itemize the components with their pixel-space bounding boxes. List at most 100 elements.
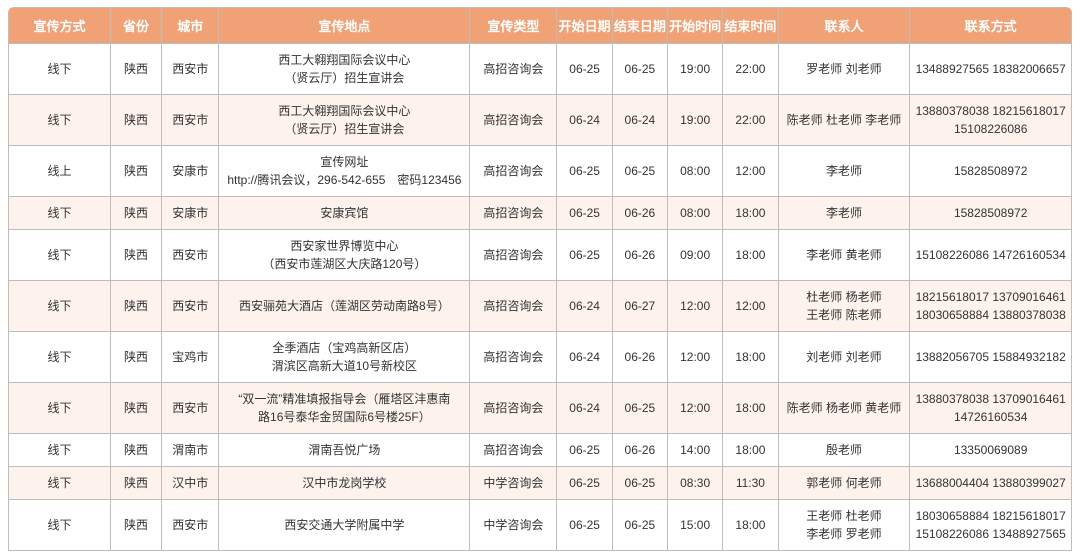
cell-start-time: 12:00 xyxy=(667,382,724,434)
cell-type: 高招咨询会 xyxy=(469,433,558,467)
column-header-contact: 联系人 xyxy=(777,7,911,44)
cell-phone: 15828508972 xyxy=(909,196,1072,230)
cell-phone: 13350069089 xyxy=(909,433,1072,467)
header-row: 宣传方式 省份 城市 宣传地点 宣传类型 开始日期 结束日期 开始时间 结束时间 联系人 联系方式 xyxy=(8,7,1072,44)
cell-start-time: 08:00 xyxy=(667,145,724,197)
cell-contact: 王老师 杜老师 李老师 罗老师 xyxy=(777,499,911,551)
cell-start-date: 06-25 xyxy=(556,229,613,281)
cell-end-time: 18:00 xyxy=(722,229,779,281)
cell-start-date: 06-24 xyxy=(556,280,613,332)
cell-start-date: 06-25 xyxy=(556,499,613,551)
promotion-schedule-table: 宣传方式 省份 城市 宣传地点 宣传类型 开始日期 结束日期 开始时间 结束时间 联系人 联系方式 … xyxy=(8,7,1072,551)
cell-contact: 李老师 xyxy=(777,196,911,230)
cell-start-time: 09:00 xyxy=(667,229,724,281)
cell-city: 安康市 xyxy=(161,145,220,197)
cell-start-date: 06-24 xyxy=(556,331,613,383)
column-header-end-time: 结束时间 xyxy=(722,7,779,44)
cell-start-date: 06-25 xyxy=(556,43,613,95)
cell-start-date: 06-25 xyxy=(556,145,613,197)
table-row: 线下 陕西 宝鸡市 全季酒店（宝鸡高新区店） 渭滨区高新大道10号新校区 高招咨询会 06… xyxy=(8,331,1072,383)
cell-province: 陕西 xyxy=(110,43,163,95)
column-header-type: 宣传类型 xyxy=(469,7,558,44)
cell-province: 陕西 xyxy=(110,145,163,197)
cell-province: 陕西 xyxy=(110,499,163,551)
cell-type: 高招咨询会 xyxy=(469,145,558,197)
cell-phone: 13882056705 15884932182 xyxy=(909,331,1072,383)
cell-contact: 李老师 xyxy=(777,145,911,197)
cell-method: 线下 xyxy=(8,433,112,467)
cell-type: 高招咨询会 xyxy=(469,382,558,434)
table-row: 线下 陕西 西安市 西安骊苑大酒店（莲湖区劳动南路8号） 高招咨询会 06-24 06-27… xyxy=(8,280,1072,332)
cell-method: 线下 xyxy=(8,94,112,146)
cell-start-date: 06-25 xyxy=(556,196,613,230)
cell-end-date: 06-27 xyxy=(611,280,669,332)
cell-city: 西安市 xyxy=(161,382,220,434)
cell-start-time: 19:00 xyxy=(667,43,724,95)
cell-end-date: 06-25 xyxy=(611,499,669,551)
cell-location: 西安交通大学附属中学 xyxy=(218,499,471,551)
cell-type: 高招咨询会 xyxy=(469,43,558,95)
table-row: 线上 陕西 安康市 宣传网址 http://腾讯会议，296-542-655 密码12… xyxy=(8,145,1072,197)
cell-city: 西安市 xyxy=(161,43,220,95)
column-header-province: 省份 xyxy=(110,7,163,44)
column-header-location: 宣传地点 xyxy=(218,7,471,44)
column-header-phone: 联系方式 xyxy=(909,7,1072,44)
table-row: 线下 陕西 渭南市 渭南吾悦广场 高招咨询会 06-25 06-26 14:00 18:00 殷老… xyxy=(8,433,1072,467)
cell-type: 高招咨询会 xyxy=(469,229,558,281)
column-header-start-time: 开始时间 xyxy=(667,7,724,44)
cell-phone: 15828508972 xyxy=(909,145,1072,197)
cell-contact: 刘老师 刘老师 xyxy=(777,331,911,383)
cell-end-date: 06-26 xyxy=(611,196,669,230)
cell-phone: 18215618017 13709016461 18030658884 1388… xyxy=(909,280,1072,332)
cell-contact: 李老师 黄老师 xyxy=(777,229,911,281)
cell-start-time: 08:00 xyxy=(667,196,724,230)
table-row: 线下 陕西 汉中市 汉中市龙岗学校 中学咨询会 06-25 06-25 08:30 11:30 郭… xyxy=(8,466,1072,500)
cell-province: 陕西 xyxy=(110,466,163,500)
cell-type: 高招咨询会 xyxy=(469,196,558,230)
cell-end-time: 18:00 xyxy=(722,499,779,551)
cell-method: 线下 xyxy=(8,196,112,230)
column-header-end-date: 结束日期 xyxy=(611,7,669,44)
cell-city: 西安市 xyxy=(161,94,220,146)
column-header-start-date: 开始日期 xyxy=(556,7,613,44)
cell-method: 线下 xyxy=(8,466,112,500)
cell-start-date: 06-25 xyxy=(556,466,613,500)
cell-city: 西安市 xyxy=(161,499,220,551)
table-row: 线下 陕西 西安市 西工大翱翔国际会议中心 （贤云厅）招生宣讲会 高招咨询会 06-25 0… xyxy=(8,43,1072,95)
cell-phone: 18030658884 18215618017 15108226086 1348… xyxy=(909,499,1072,551)
cell-method: 线下 xyxy=(8,499,112,551)
table-body: 线下 陕西 西安市 西工大翱翔国际会议中心 （贤云厅）招生宣讲会 高招咨询会 06-25 0… xyxy=(8,43,1072,551)
cell-location: 汉中市龙岗学校 xyxy=(218,466,471,500)
cell-start-date: 06-25 xyxy=(556,433,613,467)
cell-province: 陕西 xyxy=(110,229,163,281)
table-row: 线下 陕西 安康市 安康宾馆 高招咨询会 06-25 06-26 08:00 18:00 李老师 1… xyxy=(8,196,1072,230)
cell-contact: 陈老师 杜老师 李老师 xyxy=(777,94,911,146)
cell-end-time: 18:00 xyxy=(722,433,779,467)
cell-city: 宝鸡市 xyxy=(161,331,220,383)
cell-location: 西安骊苑大酒店（莲湖区劳动南路8号） xyxy=(218,280,471,332)
cell-province: 陕西 xyxy=(110,280,163,332)
cell-end-time: 22:00 xyxy=(722,43,779,95)
cell-province: 陕西 xyxy=(110,196,163,230)
table-row: 线下 陕西 西安市 西安交通大学附属中学 中学咨询会 06-25 06-25 15:00 18:… xyxy=(8,499,1072,551)
cell-end-date: 06-24 xyxy=(611,94,669,146)
cell-contact: 罗老师 刘老师 xyxy=(777,43,911,95)
cell-end-time: 18:00 xyxy=(722,331,779,383)
cell-start-date: 06-24 xyxy=(556,94,613,146)
cell-type: 高招咨询会 xyxy=(469,94,558,146)
cell-end-time: 12:00 xyxy=(722,145,779,197)
cell-contact: 陈老师 杨老师 黄老师 xyxy=(777,382,911,434)
cell-end-time: 22:00 xyxy=(722,94,779,146)
cell-city: 渭南市 xyxy=(161,433,220,467)
cell-end-date: 06-26 xyxy=(611,331,669,383)
cell-start-time: 15:00 xyxy=(667,499,724,551)
cell-end-time: 11:30 xyxy=(722,466,779,500)
cell-start-time: 14:00 xyxy=(667,433,724,467)
cell-phone: 13688004404 13880399027 xyxy=(909,466,1072,500)
cell-type: 高招咨询会 xyxy=(469,331,558,383)
table-row: 线下 陕西 西安市 西安家世界博览中心 （西安市莲湖区大庆路120号） 高招咨询会 06-… xyxy=(8,229,1072,281)
table-row: 线下 陕西 西安市 “双一流”精准填报指导会（雁塔区沣惠南 路16号泰华金贸国际6号楼… xyxy=(8,382,1072,434)
cell-start-time: 12:00 xyxy=(667,280,724,332)
column-header-city: 城市 xyxy=(161,7,220,44)
cell-province: 陕西 xyxy=(110,382,163,434)
